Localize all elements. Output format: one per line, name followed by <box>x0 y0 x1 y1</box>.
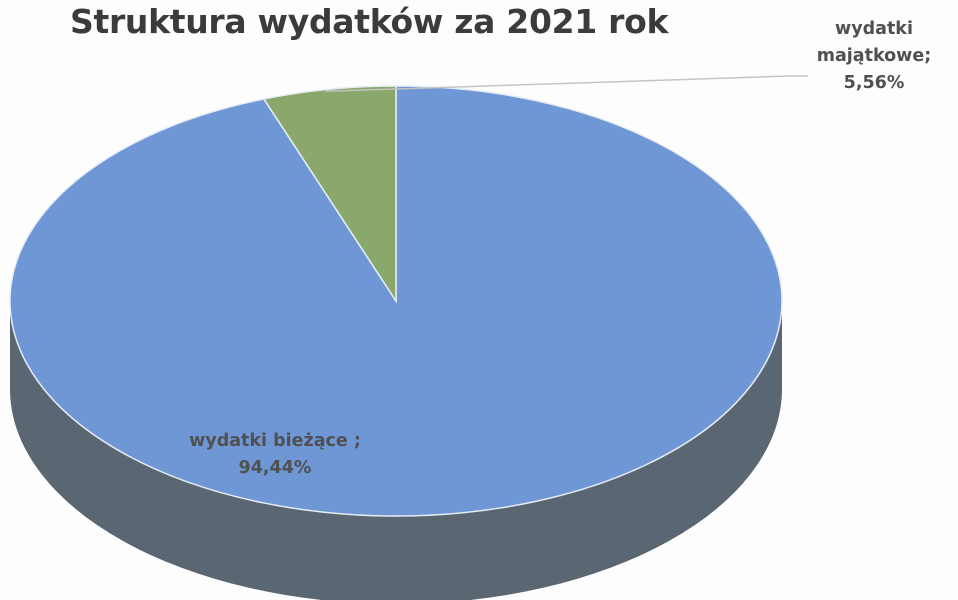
data-label-majatkowe-value: 5,56% <box>843 73 905 93</box>
pie-slice-wydatki-majątkowe <box>262 85 397 304</box>
data-label-biezace-value: 94,44% <box>238 458 312 478</box>
data-label-majatkowe-line2: majątkowe; <box>816 46 932 66</box>
data-label-majatkowe-line1: wydatki <box>835 19 913 39</box>
data-label-wydatki-biezace: wydatki bieżące ; 94,44% <box>150 428 400 482</box>
data-label-wydatki-majatkowe: wydatki majątkowe; 5,56% <box>790 16 958 97</box>
data-label-biezace-line1: wydatki bieżące ; <box>189 431 361 451</box>
pie-side-wydatki-bieżące <box>10 301 782 600</box>
leader-line-majatkowe <box>325 75 808 93</box>
chart-title: Struktura wydatków za 2021 rok <box>70 2 669 41</box>
